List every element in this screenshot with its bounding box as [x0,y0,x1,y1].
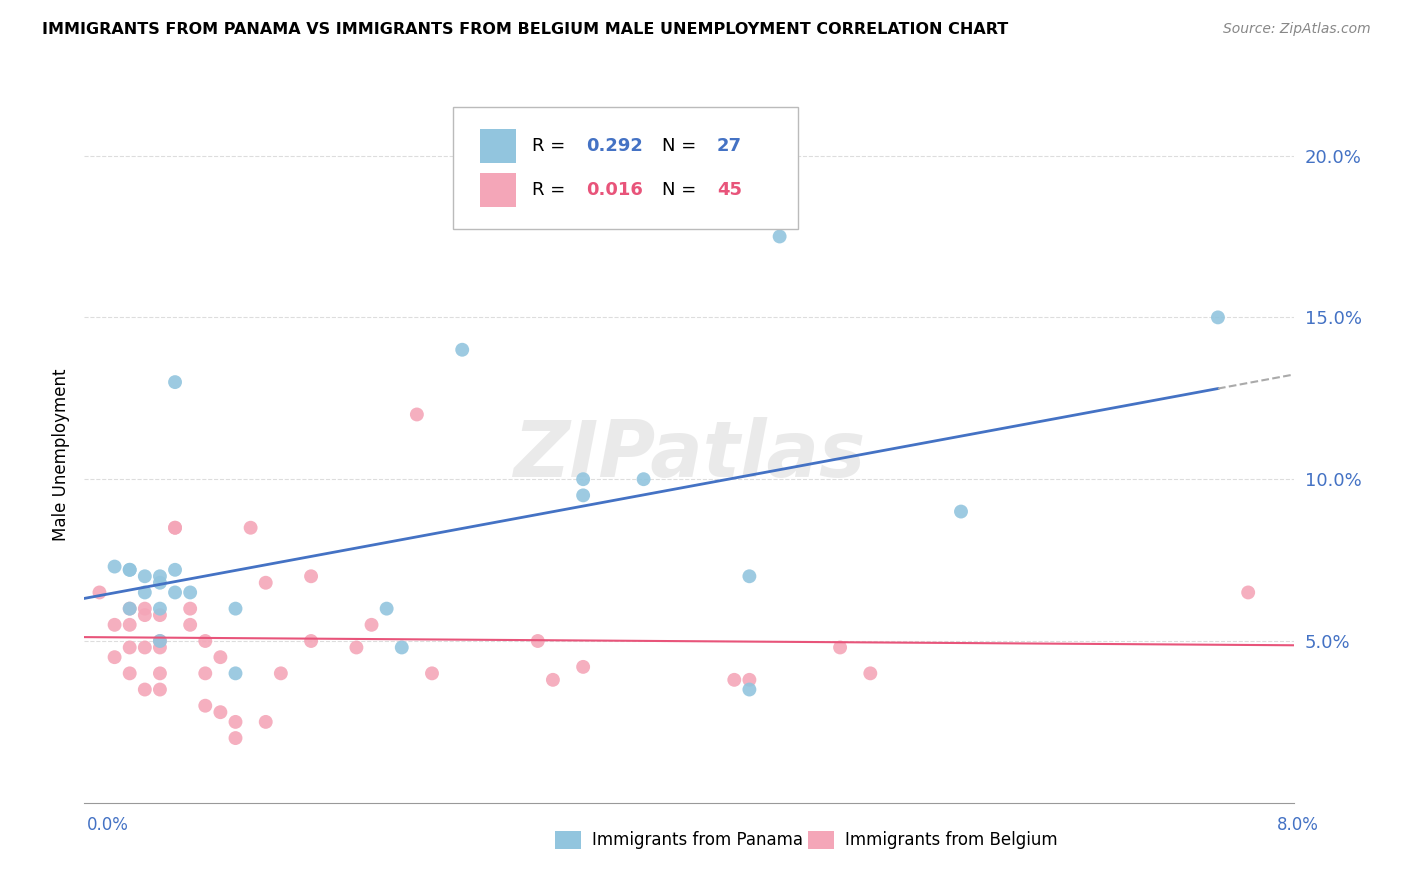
Point [225,601,247,615]
Text: 27: 27 [717,137,742,155]
Point [270,666,292,681]
Point [738,673,761,687]
Point [633,472,655,486]
Point [299,569,322,583]
Point [165,585,187,599]
Point [118,666,141,681]
Point [118,601,141,615]
Point [209,705,232,719]
Point [225,714,247,729]
Point [572,488,595,502]
Text: R =: R = [531,181,571,199]
Point [149,666,172,681]
Point [149,634,172,648]
Point [527,634,550,648]
Point [118,601,141,615]
Point [346,640,368,655]
Point [194,634,217,648]
Text: 8.0%: 8.0% [1277,816,1319,834]
Point [406,408,429,422]
Point [375,601,398,615]
Point [165,521,187,535]
Point [134,601,156,615]
Point [149,640,172,655]
Point [1206,310,1229,325]
Point [391,640,413,655]
Point [149,608,172,623]
FancyBboxPatch shape [479,173,516,207]
Point [830,640,852,655]
Point [209,650,232,665]
Point [225,731,247,745]
Point [89,585,111,599]
Point [149,634,172,648]
Point [451,343,474,357]
Point [194,666,217,681]
FancyBboxPatch shape [479,129,516,162]
Point [723,673,745,687]
Text: R =: R = [531,137,571,155]
Text: 0.0%: 0.0% [87,816,129,834]
Point [572,472,595,486]
Point [134,585,156,599]
Point [118,617,141,632]
Point [239,521,262,535]
Y-axis label: Male Unemployment: Male Unemployment [52,368,70,541]
Point [165,521,187,535]
Point [118,563,141,577]
Point [134,608,156,623]
Point [149,569,172,583]
Point [149,601,172,615]
Point [1237,585,1260,599]
Point [859,666,882,681]
Text: 45: 45 [717,181,742,199]
Point [134,682,156,697]
Point [179,601,201,615]
Text: N =: N = [662,137,703,155]
Point [165,563,187,577]
Point [179,617,201,632]
Point [420,666,443,681]
Point [738,569,761,583]
Point [104,617,127,632]
Point [104,559,127,574]
Text: Source: ZipAtlas.com: Source: ZipAtlas.com [1223,22,1371,37]
Text: IMMIGRANTS FROM PANAMA VS IMMIGRANTS FROM BELGIUM MALE UNEMPLOYMENT CORRELATION : IMMIGRANTS FROM PANAMA VS IMMIGRANTS FRO… [42,22,1008,37]
Text: 0.016: 0.016 [586,181,643,199]
Point [769,229,792,244]
Point [134,640,156,655]
Point [541,673,564,687]
Point [572,660,595,674]
Text: Immigrants from Panama: Immigrants from Panama [592,831,803,849]
Point [149,575,172,590]
Point [165,375,187,389]
Text: ZIPatlas: ZIPatlas [513,417,865,493]
Point [149,682,172,697]
Point [104,650,127,665]
Point [950,504,973,518]
Point [254,575,277,590]
Point [134,569,156,583]
Point [254,714,277,729]
Text: N =: N = [662,181,703,199]
Text: Immigrants from Belgium: Immigrants from Belgium [845,831,1057,849]
Point [225,666,247,681]
FancyBboxPatch shape [453,107,797,229]
Point [118,640,141,655]
Text: 0.292: 0.292 [586,137,643,155]
Point [738,682,761,697]
Point [194,698,217,713]
Point [299,634,322,648]
Point [360,617,382,632]
Point [179,585,201,599]
Point [118,563,141,577]
